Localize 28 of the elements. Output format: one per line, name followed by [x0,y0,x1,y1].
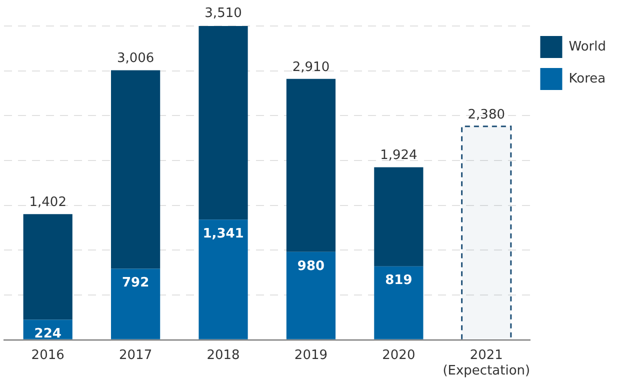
total-label: 3,006 [116,51,154,66]
total-label: 1,402 [29,194,66,210]
bar [374,167,424,266]
bar [111,268,160,340]
legend-label: World [568,39,606,54]
total-label: 3,510 [204,6,242,21]
bar [286,252,336,340]
bar [198,220,248,340]
x-tick-label: 2017 [119,348,152,363]
data-label: 819 [385,273,412,288]
total-label: 2,910 [292,60,330,75]
x-tick-label: 2021 (Expectation) [442,348,530,379]
bar [111,70,160,269]
data-label: 980 [297,258,325,274]
x-tick-label: 2016 [31,348,64,363]
legend-label: Korea [568,71,606,86]
total-label: 1,924 [380,148,418,164]
data-label: 224 [34,326,62,342]
bar [198,26,248,220]
data-label: 792 [122,276,150,291]
x-tick-label: 2020 [382,348,416,363]
bar [286,78,336,252]
x-tick-label: 2018 [206,348,240,363]
total-label: 2,380 [468,107,505,122]
data-label: 1,341 [202,226,244,242]
x-tick-label: 2019 [294,348,328,363]
bar [23,214,72,320]
bar [374,266,424,340]
